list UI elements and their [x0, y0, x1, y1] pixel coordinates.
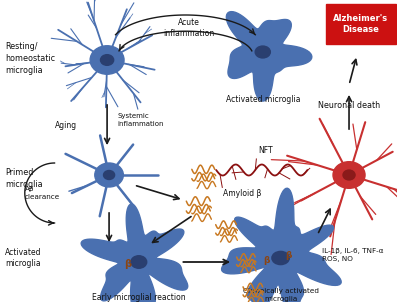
Text: Systemic
inflammation: Systemic inflammation [117, 113, 164, 127]
Text: IL-1β, IL-6, TNF-α
ROS, NO: IL-1β, IL-6, TNF-α ROS, NO [322, 248, 384, 262]
Polygon shape [226, 12, 312, 101]
Text: Aβ
clearance: Aβ clearance [25, 186, 60, 200]
Text: Activated
microglia: Activated microglia [5, 248, 42, 268]
Ellipse shape [255, 46, 270, 58]
Text: Acute
inflammation: Acute inflammation [163, 18, 214, 38]
Ellipse shape [343, 170, 355, 180]
Text: Activated microglia: Activated microglia [226, 95, 300, 104]
Ellipse shape [104, 171, 115, 179]
Polygon shape [222, 188, 341, 302]
Text: β: β [124, 259, 131, 269]
Text: Amyloid β: Amyloid β [223, 188, 262, 198]
Text: NFT: NFT [258, 146, 273, 155]
Text: Chronically activated
microglia: Chronically activated microglia [243, 288, 319, 302]
Text: Resting/
homeostatic
microglia: Resting/ homeostatic microglia [5, 42, 55, 75]
Polygon shape [81, 204, 188, 302]
Ellipse shape [272, 251, 289, 265]
Ellipse shape [131, 256, 147, 268]
Text: β: β [264, 256, 270, 265]
Text: Neuronal death: Neuronal death [318, 101, 380, 111]
Ellipse shape [100, 55, 114, 65]
Text: Aging: Aging [55, 121, 77, 130]
Text: Primed
microglia: Primed microglia [5, 168, 42, 189]
Text: Early microglial reaction: Early microglial reaction [92, 293, 186, 302]
Ellipse shape [90, 46, 124, 74]
Text: Alzheimer's
Disease: Alzheimer's Disease [333, 14, 388, 34]
Ellipse shape [333, 162, 365, 188]
Text: β: β [285, 251, 292, 260]
Ellipse shape [95, 163, 123, 187]
FancyBboxPatch shape [326, 4, 396, 44]
